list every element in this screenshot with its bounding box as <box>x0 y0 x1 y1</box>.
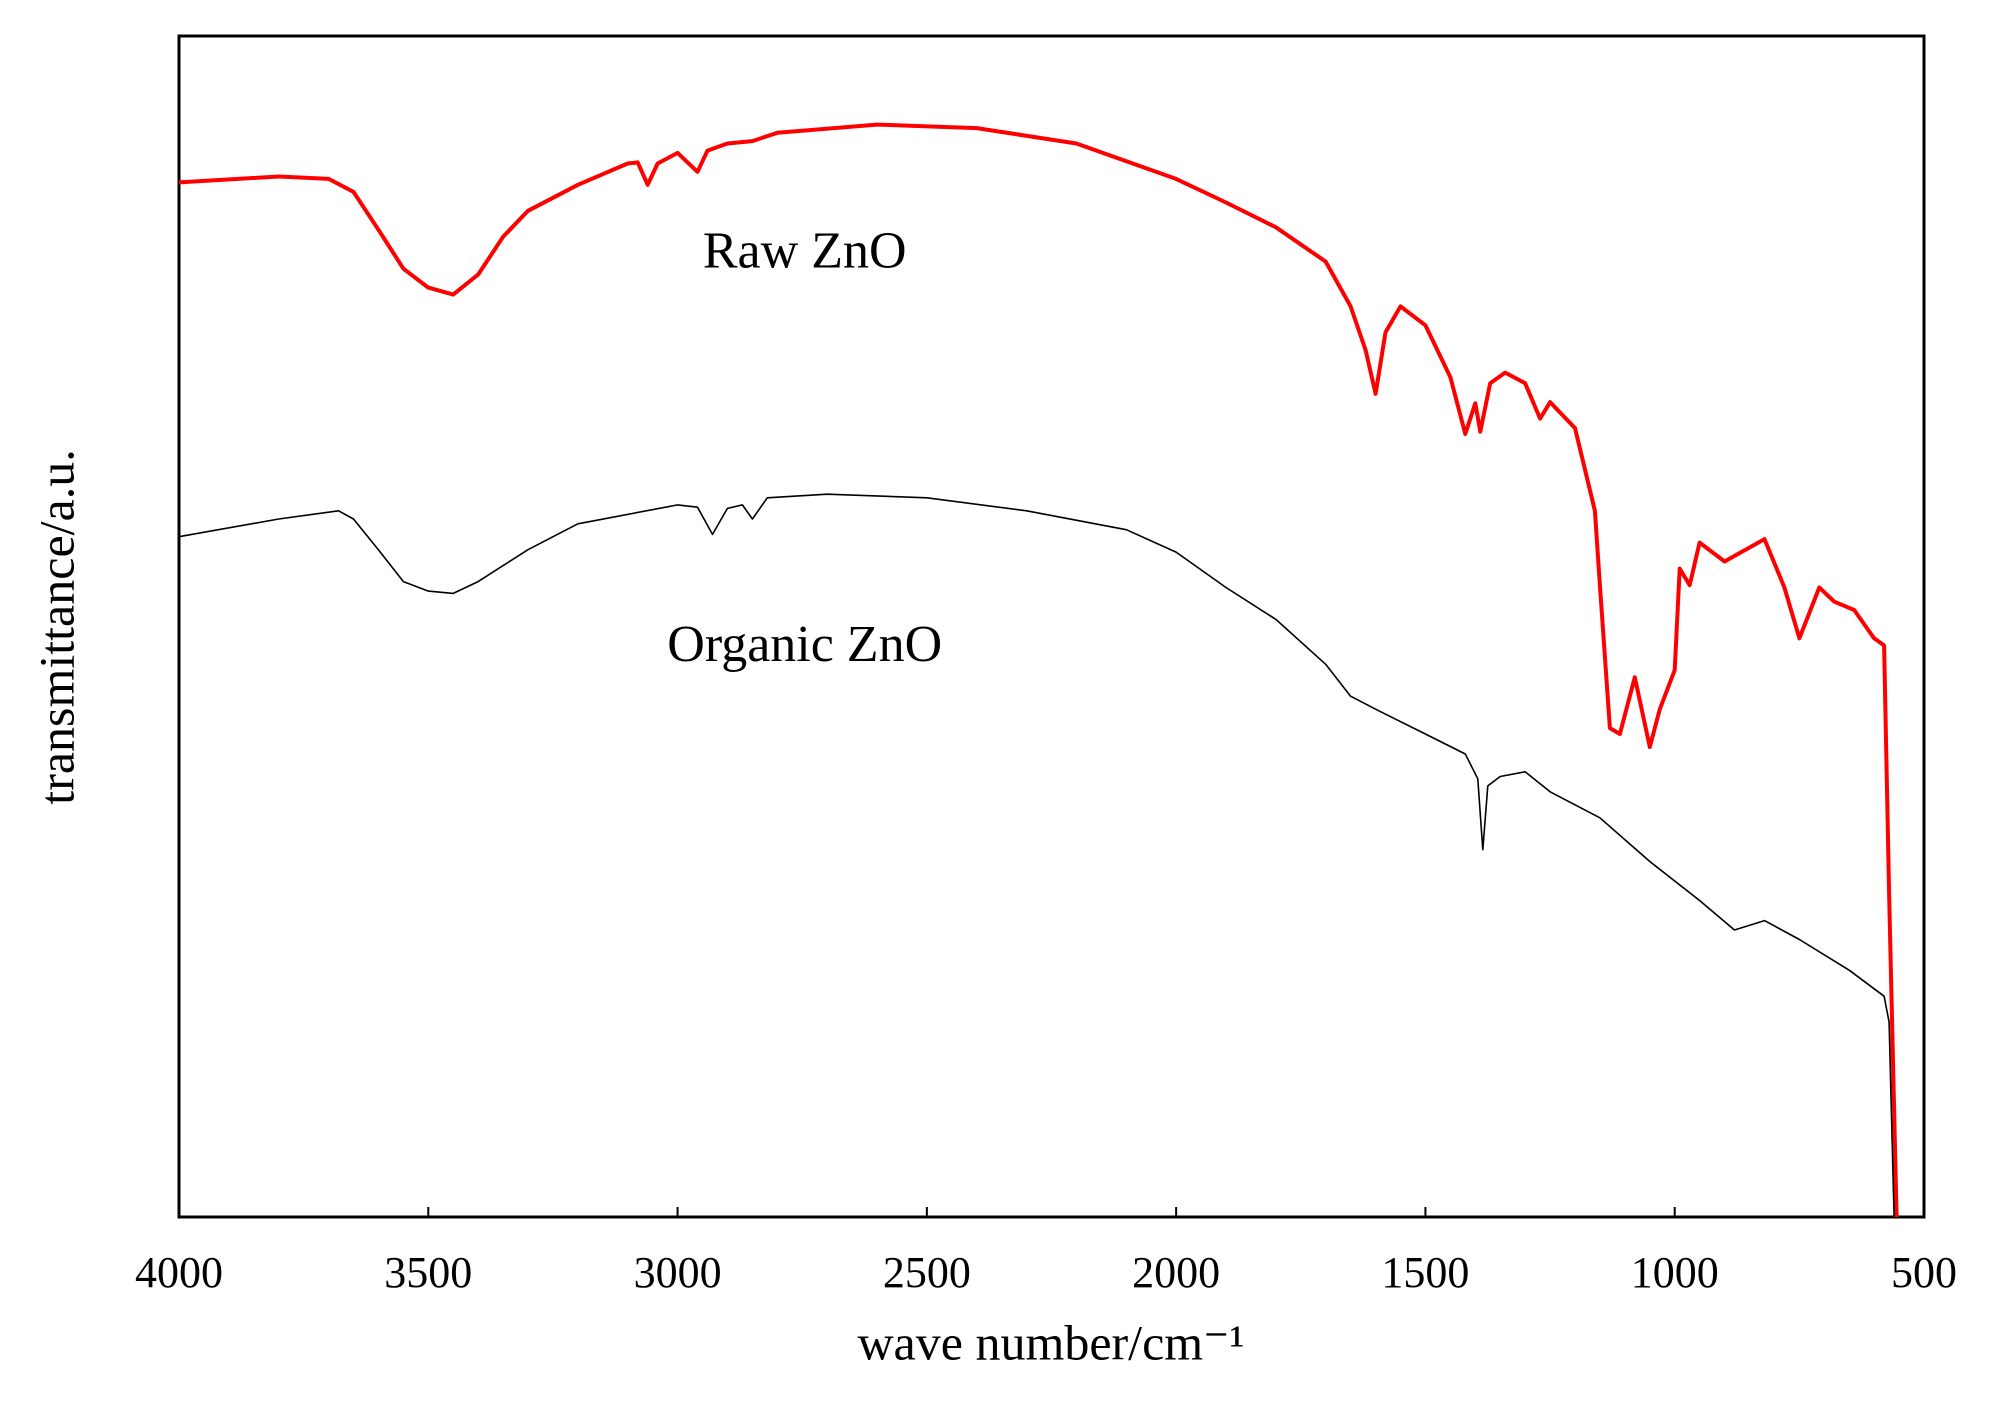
x-tick-label: 2000 <box>1132 1248 1220 1297</box>
x-axis-label: wave number/cm⁻¹ <box>857 1314 1244 1370</box>
x-tick-label: 1000 <box>1631 1248 1719 1297</box>
plot-frame <box>177 34 1926 1219</box>
spectrum-line <box>178 122 1899 1218</box>
spectrum-line <box>178 493 1895 1218</box>
x-tick-label: 1500 <box>1381 1248 1469 1297</box>
x-tick-label: 2500 <box>883 1248 971 1297</box>
series-label: Organic ZnO <box>667 616 942 673</box>
x-tick-label: 3000 <box>634 1248 722 1297</box>
x-tick-label: 500 <box>1891 1248 1957 1297</box>
y-axis-label: transmittance/a.u. <box>28 449 84 804</box>
x-tick-label: 3500 <box>384 1248 472 1297</box>
x-tick-label: 4000 <box>135 1248 223 1297</box>
series-label: Raw ZnO <box>703 223 907 280</box>
